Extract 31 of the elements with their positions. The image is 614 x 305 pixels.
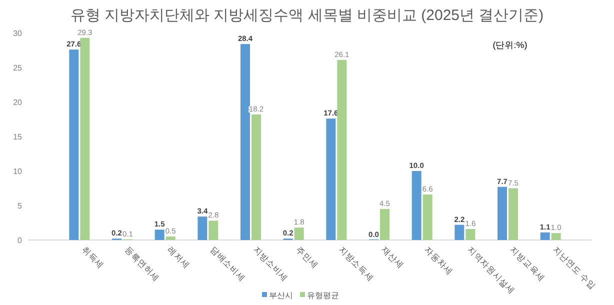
bar	[166, 236, 176, 240]
legend-label: 유형평균	[307, 291, 339, 300]
bar	[208, 220, 218, 240]
y-tick-label: 20	[13, 98, 23, 107]
y-tick-label: 25	[13, 64, 23, 72]
bar	[498, 186, 507, 240]
y-tick-label: 15	[13, 132, 23, 142]
bar	[551, 233, 561, 240]
bar	[466, 228, 476, 240]
bar	[198, 216, 208, 240]
y-tick-label: 0	[18, 236, 23, 245]
y-tick-label: 30	[13, 29, 23, 38]
bar	[240, 44, 250, 240]
bar	[380, 208, 390, 240]
bar	[252, 114, 261, 240]
annotation: (단위:%)	[492, 40, 528, 50]
chart-title: 유형 지방자치단체와 지방세징수액 세목별 비중비교 (2025년 결산기준)	[70, 7, 544, 24]
bar	[412, 171, 422, 240]
y-tick-label: 5	[18, 202, 23, 210]
bar	[294, 228, 304, 240]
bar	[326, 118, 336, 240]
bar	[80, 38, 90, 240]
bar	[508, 188, 518, 240]
bar	[540, 232, 550, 240]
bar	[154, 230, 164, 240]
y-tick-label: 10	[13, 167, 23, 176]
bar	[422, 194, 432, 240]
bar	[69, 50, 79, 240]
bar	[337, 60, 347, 240]
bar	[454, 224, 464, 240]
legend-label: 부산시	[269, 291, 293, 300]
